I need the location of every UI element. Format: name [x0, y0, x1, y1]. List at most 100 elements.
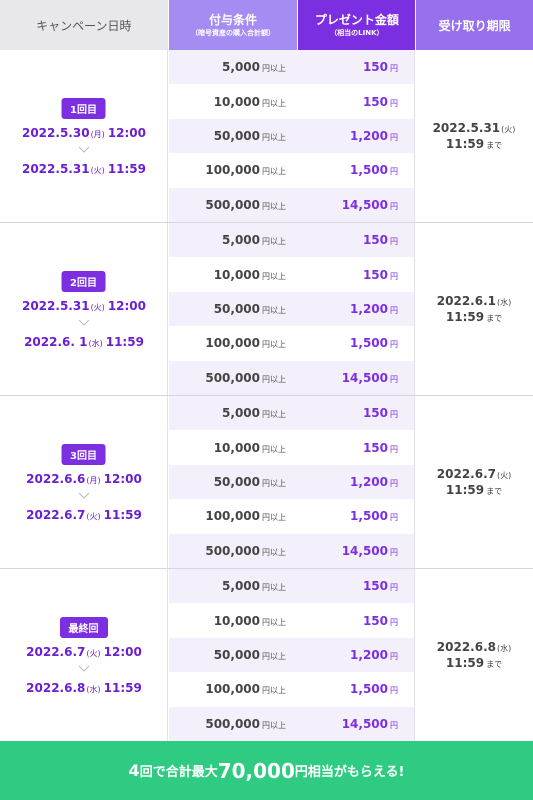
condition-unit: 円以上 [262, 410, 286, 420]
amount-unit: 円 [390, 201, 398, 211]
amount-cell: 1,200 円 [298, 648, 414, 662]
campaign-cell: 1回目 2022.5.30(月) 12:00 2022.5.31(火) 11:59 [0, 50, 168, 222]
amount-value: 14,500 [341, 197, 388, 212]
end-time: 11:59 [107, 162, 147, 176]
amount-value: 150 [362, 233, 388, 248]
amount-value: 150 [362, 267, 388, 282]
deadline-date: 2022.6.1 [436, 294, 496, 308]
chevron-down-icon [78, 492, 90, 499]
condition-cell: 5,000 円以上 [169, 233, 298, 247]
tier-rows: 5,000 円以上 150 円 10,000 円以上 150 円 50,000 円以上 1… [169, 223, 414, 395]
condition-value: 5,000 [222, 406, 260, 421]
amount-cell: 150 円 [298, 441, 414, 455]
tier-row: 50,000 円以上 1,200 円 [169, 464, 414, 500]
amount-cell: 150 円 [298, 614, 414, 628]
condition-unit: 円以上 [262, 132, 286, 142]
tier-row: 5,000 円以上 150 円 [169, 569, 414, 604]
footer-text-2: 円相当がもらえる! [294, 765, 405, 780]
tier-row: 10,000 円以上 150 円 [169, 84, 414, 118]
tier-row: 500,000 円以上 14,500 円 [169, 187, 414, 222]
header-condition: 付与条件 （暗号資産の購入合計額） [168, 0, 298, 50]
amount-value: 1,200 [350, 474, 388, 489]
condition-unit: 円以上 [262, 98, 286, 108]
condition-cell: 10,000 円以上 [169, 441, 298, 455]
amount-unit: 円 [390, 444, 398, 454]
condition-unit: 円以上 [262, 340, 286, 350]
condition-unit: 円以上 [262, 374, 286, 384]
condition-value: 5,000 [222, 233, 260, 248]
deadline-date: 2022.6.8 [436, 640, 496, 654]
amount-unit: 円 [390, 98, 398, 108]
end-datetime: 2022.6.8(水) 11:59 [0, 681, 168, 695]
header-amount-label: プレゼント金額 [314, 12, 399, 27]
amount-cell: 14,500 円 [298, 198, 414, 212]
condition-unit: 円以上 [262, 720, 286, 730]
deadline-until: まで [486, 660, 503, 669]
deadline-cell: 2022.5.31(火) 11:59 まで [414, 50, 533, 222]
start-time: 12:00 [103, 472, 142, 486]
round-badge: 最終回 [59, 617, 108, 638]
tier-row: 500,000 円以上 14,500 円 [169, 360, 414, 395]
condition-unit: 円以上 [262, 64, 286, 74]
condition-unit: 円以上 [262, 686, 286, 696]
header-campaign-label: キャンペーン日時 [36, 18, 132, 33]
condition-value: 500,000 [205, 716, 260, 731]
deadline-date: 2022.6.7 [436, 467, 496, 481]
tier-row: 100,000 円以上 1,500 円 [169, 326, 414, 360]
amount-value: 1,500 [350, 509, 388, 524]
condition-value: 50,000 [213, 474, 260, 489]
condition-cell: 100,000 円以上 [169, 509, 298, 523]
amount-unit: 円 [390, 478, 398, 488]
end-dow: (水) [88, 339, 103, 348]
condition-unit: 円以上 [262, 305, 286, 315]
amount-value: 14,500 [341, 543, 388, 558]
tier-row: 100,000 円以上 1,500 円 [169, 153, 414, 187]
chevron-down-icon [78, 665, 90, 672]
deadline-date-line: 2022.5.31(火) [433, 121, 516, 135]
amount-cell: 1,200 円 [298, 302, 414, 316]
deadline-date: 2022.5.31 [432, 121, 501, 135]
start-time: 12:00 [107, 299, 147, 313]
end-time: 11:59 [103, 681, 142, 695]
amount-cell: 14,500 円 [298, 371, 414, 385]
round-block-2: 2回目 2022.5.31(火) 12:00 2022.6. 1(水) 11:59 … [0, 223, 533, 396]
amount-unit: 円 [390, 513, 398, 523]
header-deadline-label: 受け取り期限 [438, 18, 511, 33]
amount-cell: 1,500 円 [298, 509, 414, 523]
tier-row: 5,000 円以上 150 円 [169, 50, 414, 85]
condition-value: 10,000 [213, 94, 260, 109]
tier-row: 500,000 円以上 14,500 円 [169, 706, 414, 741]
start-dow: (月) [90, 130, 105, 139]
start-time: 12:00 [107, 126, 147, 140]
campaign-cell: 最終回 2022.6.7(火) 12:00 2022.6.8(水) 11:59 [0, 569, 168, 741]
condition-unit: 円以上 [262, 237, 286, 247]
amount-cell: 150 円 [298, 406, 414, 420]
condition-cell: 500,000 円以上 [169, 544, 298, 558]
footer-count: 4 [128, 761, 140, 780]
amount-cell: 14,500 円 [298, 717, 414, 731]
header-campaign: キャンペーン日時 [0, 0, 168, 50]
end-time: 11:59 [105, 335, 144, 349]
condition-unit: 円以上 [262, 583, 286, 593]
end-datetime: 2022.6. 1(水) 11:59 [0, 335, 168, 349]
amount-unit: 円 [390, 305, 398, 315]
condition-unit: 円以上 [262, 444, 286, 454]
amount-value: 150 [362, 579, 388, 594]
start-dow: (火) [90, 303, 105, 312]
deadline-dow: (火) [501, 125, 516, 134]
condition-unit: 円以上 [262, 167, 286, 177]
condition-value: 50,000 [213, 647, 260, 662]
round-badge: 2回目 [61, 271, 106, 292]
end-date: 2022.6.8 [26, 681, 86, 695]
amount-value: 1,500 [350, 336, 388, 351]
start-time: 12:00 [103, 645, 142, 659]
condition-value: 10,000 [213, 440, 260, 455]
amount-value: 1,500 [350, 163, 388, 178]
amount-cell: 1,500 円 [298, 336, 414, 350]
condition-value: 500,000 [205, 197, 260, 212]
deadline-time-line: 11:59 まで [446, 483, 502, 497]
amount-value: 150 [362, 406, 388, 421]
header-amount: プレゼント金額 （相当のLINK） [298, 0, 416, 50]
start-date: 2022.6.6 [26, 472, 86, 486]
